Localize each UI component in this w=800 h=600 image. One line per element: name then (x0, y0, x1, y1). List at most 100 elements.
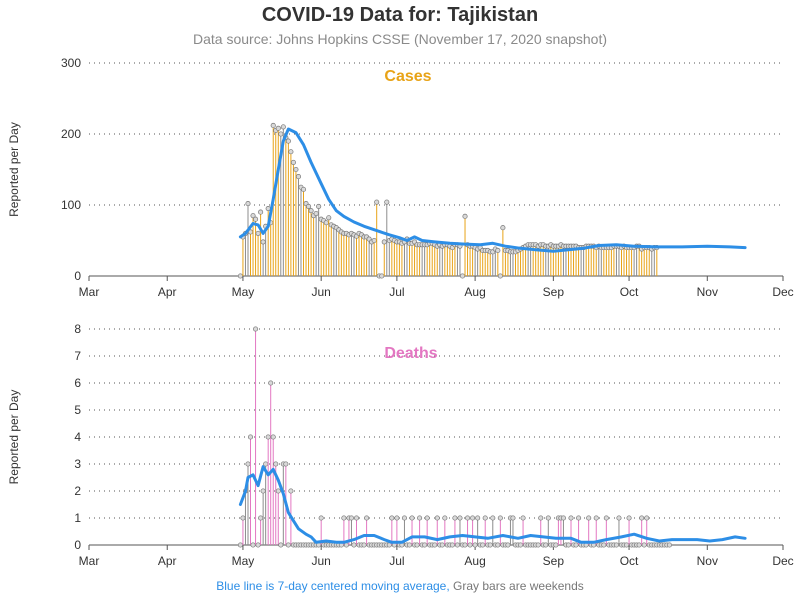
daily-point (406, 542, 413, 548)
daily-point (495, 542, 501, 548)
daily-point (326, 215, 332, 221)
y-tick-label: 7 (74, 349, 81, 363)
daily-point (308, 208, 314, 214)
daily-point (263, 461, 269, 467)
daily-point (439, 542, 445, 548)
daily-point (586, 515, 592, 521)
x-tick-label: Jun (311, 285, 330, 299)
x-tick-label: Mar (79, 554, 100, 568)
daily-point (543, 542, 549, 548)
y-tick-label: 0 (74, 538, 81, 552)
daily-point (240, 515, 246, 521)
daily-point (497, 515, 503, 521)
daily-point (457, 515, 463, 521)
x-tick-label: Sep (543, 554, 565, 568)
x-tick-label: Oct (620, 285, 639, 299)
daily-point (237, 273, 243, 279)
daily-point (472, 542, 478, 548)
daily-point (313, 210, 319, 217)
daily-point (520, 515, 526, 521)
daily-point (626, 515, 632, 521)
daily-point (497, 273, 503, 279)
daily-point (285, 138, 291, 144)
daily-point (290, 159, 296, 165)
daily-point (613, 542, 619, 548)
daily-point (250, 213, 256, 219)
chart-footer: Blue line is 7-day centered moving avera… (0, 579, 800, 593)
daily-point (353, 515, 360, 521)
daily-point (278, 542, 284, 548)
daily-point (442, 515, 448, 521)
x-tick-label: Apr (158, 285, 177, 299)
daily-point (394, 515, 400, 521)
daily-point (260, 239, 266, 245)
daily-point (470, 515, 476, 521)
daily-point (467, 542, 473, 548)
y-tick-label: 2 (74, 484, 81, 498)
daily-point (275, 488, 281, 494)
x-tick-label: Dec (772, 554, 793, 568)
daily-point (348, 515, 355, 521)
daily-point (306, 203, 312, 209)
daily-point (300, 186, 307, 192)
daily-point (565, 542, 572, 548)
daily-point (623, 542, 630, 548)
daily-point (318, 515, 324, 521)
daily-point (666, 542, 672, 548)
daily-point (500, 225, 506, 231)
daily-point (341, 515, 347, 521)
deaths-panel: 0 1 2 3 4 5 6 7 8 Mar Apr May Jun Jul Aug Sep Oct Nov Dec R… (7, 322, 794, 568)
y-tick-label: 1 (74, 511, 81, 525)
daily-point (454, 542, 461, 548)
daily-point (644, 515, 650, 521)
daily-point (432, 542, 438, 548)
daily-point (258, 515, 264, 521)
daily-point (270, 434, 276, 440)
daily-point (268, 380, 274, 386)
daily-point (538, 515, 544, 521)
daily-point (285, 542, 291, 548)
daily-point (517, 542, 524, 548)
y-tick-label: 6 (74, 376, 81, 390)
x-tick-label: Aug (464, 554, 485, 568)
daily-point (459, 273, 466, 279)
daily-point (401, 515, 408, 521)
x-tick-label: Apr (158, 554, 177, 568)
daily-point (603, 515, 609, 521)
daily-point (593, 515, 599, 521)
daily-point (260, 488, 266, 494)
daily-point (389, 515, 395, 521)
x-tick-label: Nov (697, 554, 718, 568)
daily-point (250, 542, 256, 548)
daily-point (535, 542, 541, 548)
x-tick-label: Jul (389, 554, 404, 568)
daily-point (490, 515, 496, 521)
moving-average-line (238, 465, 747, 544)
daily-point (255, 542, 261, 548)
chart-title: COVID-19 Data for: Tajikistan (261, 4, 539, 26)
daily-point (464, 515, 471, 521)
daily-point (288, 149, 294, 155)
daily-point (452, 515, 458, 521)
daily-point (505, 542, 511, 548)
panel-label: Deaths (384, 345, 437, 362)
daily-point (278, 131, 284, 137)
x-tick-label: Aug (464, 285, 485, 299)
daily-point (616, 515, 622, 521)
x-tick-label: Jul (389, 285, 404, 299)
footer-moving-average-note: Blue line is 7-day centered moving avera… (216, 579, 450, 593)
daily-point (253, 326, 259, 332)
daily-point (371, 237, 377, 244)
daily-point (351, 542, 357, 548)
daily-point (414, 542, 420, 548)
daily-point (576, 515, 582, 521)
daily-point (417, 515, 423, 521)
daily-point (247, 434, 254, 440)
daily-point (265, 434, 271, 440)
daily-point (434, 515, 440, 521)
daily-point (293, 166, 299, 173)
daily-point (409, 515, 415, 521)
daily-point (316, 203, 322, 209)
daily-point (424, 515, 430, 521)
